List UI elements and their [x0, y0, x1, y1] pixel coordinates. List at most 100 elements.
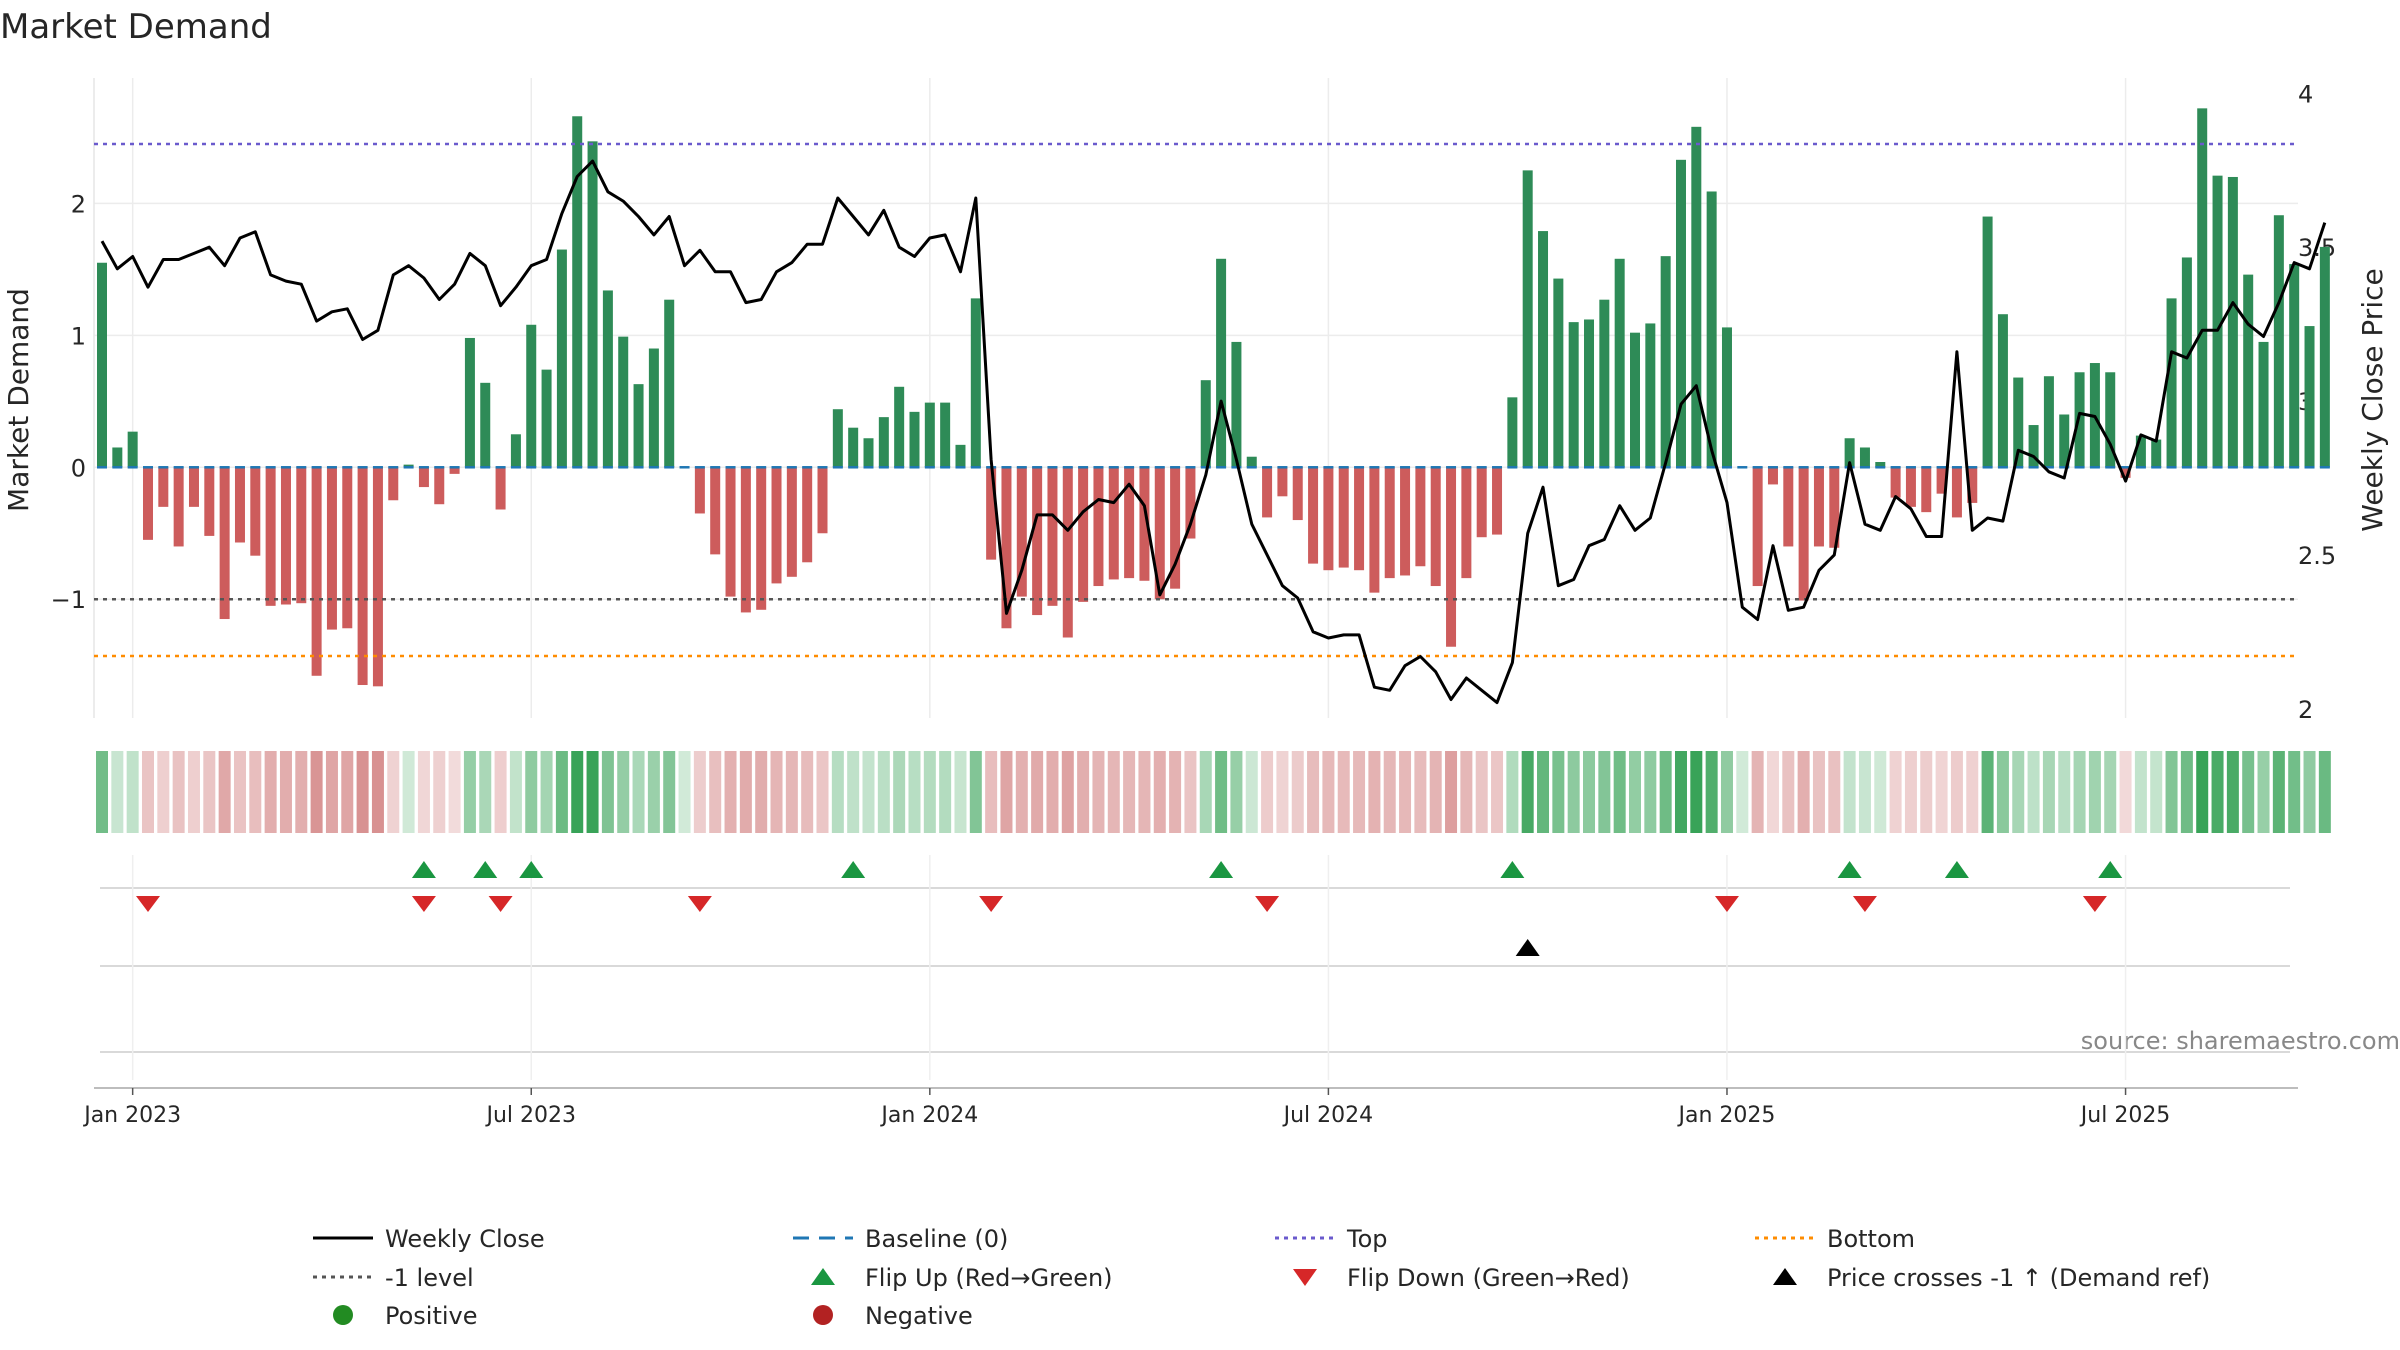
demand-bar-48	[832, 409, 843, 468]
demand-bar-21	[418, 467, 429, 488]
demand-bar-14	[311, 467, 322, 676]
heat-cell-142	[2272, 751, 2285, 833]
demand-bar-145	[2319, 246, 2330, 468]
demand-bar-101	[1645, 323, 1656, 468]
heat-cell-59	[1000, 751, 1013, 833]
demand-bar-109	[1767, 467, 1778, 485]
heat-cell-24	[463, 751, 476, 833]
demand-bar-74	[1231, 341, 1242, 468]
heat-cell-38	[678, 751, 691, 833]
demand-bar-119	[1921, 467, 1932, 513]
heat-cell-42	[739, 751, 752, 833]
heat-cell-40	[709, 751, 722, 833]
flip-up-marker-0	[411, 861, 436, 878]
demand-bar-133	[2135, 435, 2146, 468]
price-cross-marker-0	[1515, 939, 1540, 956]
heat-cell-60	[1015, 751, 1028, 833]
demand-bar-127	[2043, 376, 2054, 468]
heat-cell-35	[632, 751, 645, 833]
demand-bar-121	[1951, 467, 1962, 518]
heat-cell-47	[816, 751, 829, 833]
heat-cell-30	[555, 751, 568, 833]
demand-heat-strip	[96, 751, 2331, 833]
heat-cell-80	[1322, 751, 1335, 833]
flip-up-marker-4	[1209, 861, 1234, 878]
demand-bar-144	[2304, 326, 2315, 468]
demand-bar-13	[296, 467, 307, 604]
demand-bar-43	[756, 467, 767, 610]
heat-cell-22	[433, 751, 446, 833]
demand-bar-77	[1277, 467, 1288, 497]
demand-bar-125	[2013, 377, 2024, 468]
demand-bar-112	[1813, 467, 1824, 547]
y-axis-ticks: 2 1 0 −1	[51, 190, 86, 614]
chart-title: Market Demand	[0, 7, 272, 47]
demand-bar-122	[1967, 467, 1978, 503]
legend-swatch-flip_up	[811, 1268, 835, 1285]
event-markers	[100, 855, 2290, 1080]
demand-bar-86	[1415, 467, 1426, 567]
legend-label-cross: Price crosses -1 ↑ (Demand ref)	[1827, 1264, 2210, 1292]
heat-cell-1	[111, 751, 124, 833]
demand-bar-79	[1308, 467, 1319, 564]
heat-cell-117	[1889, 751, 1902, 833]
flip-up-marker-3	[841, 861, 866, 878]
demand-bar-90	[1476, 467, 1487, 538]
heat-cell-97	[1583, 751, 1596, 833]
heat-cell-4	[157, 751, 170, 833]
heat-cell-95	[1552, 751, 1565, 833]
demand-bar-138	[2212, 175, 2223, 468]
demand-bar-71	[1185, 467, 1196, 539]
heat-cell-94	[1537, 751, 1550, 833]
heat-cell-51	[877, 751, 890, 833]
y-tick-label-3: −1	[51, 586, 86, 614]
demand-bar-60	[1016, 467, 1027, 597]
heat-cell-118	[1904, 751, 1917, 833]
heat-cell-126	[2027, 751, 2040, 833]
demand-bar-75	[1246, 456, 1257, 468]
heat-cell-28	[525, 751, 538, 833]
heat-cell-10	[249, 751, 262, 833]
heat-cell-12	[279, 751, 292, 833]
demand-bar-139	[2227, 176, 2238, 468]
heat-cell-81	[1337, 751, 1350, 833]
heat-cell-56	[954, 751, 967, 833]
demand-bar-9	[234, 467, 245, 543]
heat-cell-82	[1353, 751, 1366, 833]
y2-axis-label: Weekly Close Price	[2356, 268, 2389, 531]
heat-cell-64	[1077, 751, 1090, 833]
heat-cell-102	[1659, 751, 1672, 833]
heat-cell-25	[479, 751, 492, 833]
heat-cell-136	[2180, 751, 2193, 833]
demand-bar-98	[1599, 299, 1610, 468]
demand-bar-50	[863, 438, 874, 468]
legend-label-positive_dot: Positive	[385, 1302, 478, 1330]
demand-bar-30	[556, 249, 567, 468]
legend-label-price: Weekly Close	[385, 1225, 545, 1253]
demand-bar-113	[1829, 467, 1840, 548]
demand-bar-25	[480, 382, 491, 468]
heat-cell-41	[724, 751, 737, 833]
demand-bar-18	[372, 467, 383, 687]
heat-cell-72	[1199, 751, 1212, 833]
demand-bar-27	[510, 434, 521, 468]
heat-cell-141	[2257, 751, 2270, 833]
heat-cell-48	[831, 751, 844, 833]
demand-bar-95	[1553, 278, 1564, 468]
demand-bar-103	[1675, 159, 1686, 468]
demand-bar-3	[142, 467, 153, 540]
demand-bar-52	[894, 386, 905, 468]
heat-cell-110	[1782, 751, 1795, 833]
heat-cell-128	[2058, 751, 2071, 833]
demand-bar-67	[1124, 467, 1135, 579]
demand-bar-15	[326, 467, 337, 630]
heat-cell-58	[985, 751, 998, 833]
heat-cell-139	[2226, 751, 2239, 833]
legend-label-minus_one: -1 level	[385, 1264, 474, 1292]
heat-cell-133	[2134, 751, 2147, 833]
demand-bar-31	[572, 116, 583, 468]
demand-bar-22	[434, 467, 445, 505]
demand-bar-68	[1139, 467, 1150, 581]
demand-bar-6	[188, 467, 199, 507]
heat-cell-16	[341, 751, 354, 833]
